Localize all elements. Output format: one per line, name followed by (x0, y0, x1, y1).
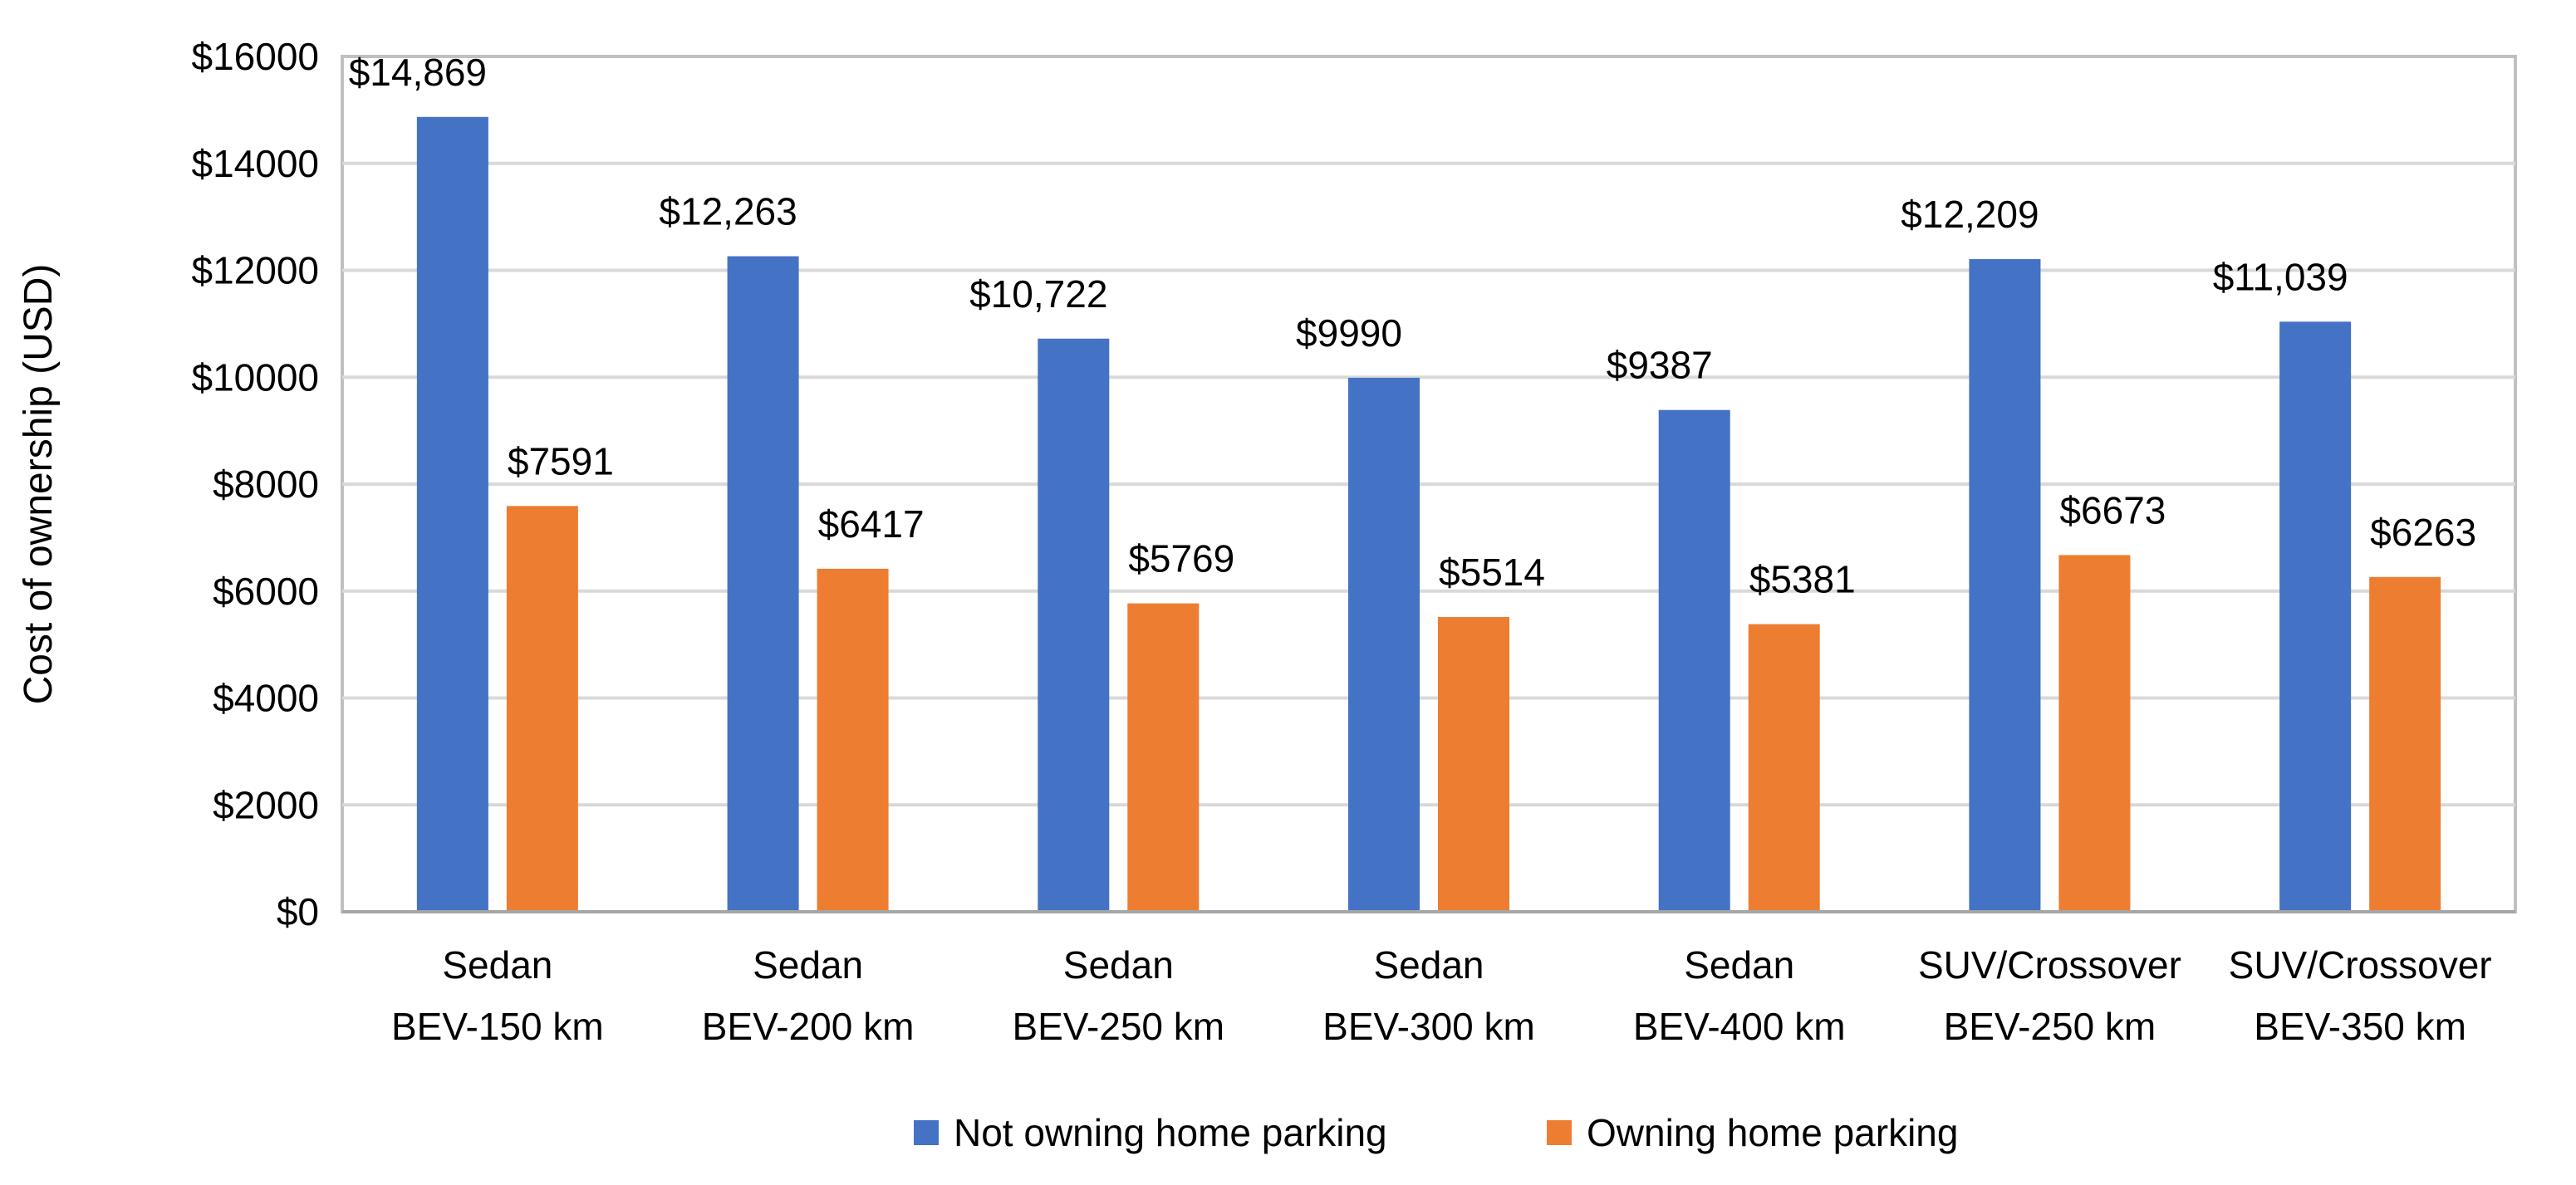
bar-not-owning-home-parking (1038, 338, 1110, 912)
data-label: $9387 (1607, 344, 1713, 387)
data-label: $6417 (818, 502, 925, 546)
x-tick-label: Sedan (753, 943, 863, 987)
data-label: $7591 (508, 439, 614, 482)
data-label: $12,209 (1901, 193, 2039, 236)
bar-not-owning-home-parking (1969, 259, 2041, 912)
bar-not-owning-home-parking (727, 256, 799, 913)
y-tick-label: $14000 (192, 142, 320, 185)
data-label: $6673 (2059, 488, 2166, 531)
y-tick-label: $12000 (192, 249, 320, 292)
x-tick-label: BEV-400 km (1633, 1005, 1846, 1048)
bar-owning-home-parking (817, 568, 889, 912)
y-tick-label: $0 (277, 890, 319, 933)
data-label: $14,869 (349, 51, 487, 94)
x-tick-label: BEV-250 km (1012, 1005, 1224, 1048)
x-tick-label: Sedan (442, 943, 552, 987)
bar-not-owning-home-parking (2279, 321, 2352, 912)
x-tick-label: BEV-250 km (1944, 1005, 2156, 1048)
bar-not-owning-home-parking (416, 116, 488, 913)
y-tick-label: $6000 (213, 570, 319, 613)
bar-not-owning-home-parking (1658, 409, 1730, 912)
y-tick-label: $8000 (213, 463, 319, 506)
data-label: $12,263 (659, 190, 797, 233)
legend-label: Owning home parking (1587, 1111, 1958, 1154)
bar-owning-home-parking (506, 506, 578, 912)
x-tick-label: SUV/Crossover (1918, 943, 2181, 987)
y-tick-label: $16000 (192, 35, 320, 78)
x-tick-label: BEV-150 km (391, 1005, 604, 1048)
bar-owning-home-parking (2058, 555, 2131, 912)
x-tick-label: Sedan (1684, 943, 1794, 987)
legend-label: Not owning home parking (954, 1111, 1387, 1154)
gridlines (342, 161, 2515, 807)
legend: Not owning home parking Owning home parki… (914, 1111, 1958, 1154)
legend-swatch (914, 1120, 939, 1145)
bar-owning-home-parking (1127, 603, 1200, 912)
legend-swatch (1547, 1120, 1572, 1145)
bar-owning-home-parking (2369, 576, 2441, 912)
x-tick-label: Sedan (1373, 943, 1484, 987)
data-label: $6263 (2370, 511, 2476, 554)
x-tick-label: BEV-300 km (1322, 1005, 1535, 1048)
data-label: $10,722 (969, 272, 1107, 316)
x-tick-label: Sedan (1063, 943, 1174, 987)
y-tick-label: $10000 (192, 355, 320, 399)
bar-owning-home-parking (1748, 624, 1820, 912)
axes: $0 $2000 $4000 $6000 $8000 $10000 $12000 $14000… (192, 35, 2515, 1048)
y-axis-title: Cost of ownership (USD) (17, 264, 61, 705)
bar-owning-home-parking (1438, 617, 1509, 912)
bars (416, 116, 2441, 913)
y-tick-label: $2000 (213, 783, 319, 826)
x-tick-label: BEV-200 km (702, 1005, 915, 1048)
x-tick-label: BEV-350 km (2254, 1005, 2466, 1048)
data-label: $9990 (1296, 311, 1402, 355)
data-label: $5769 (1128, 537, 1234, 580)
data-label: $5381 (1749, 558, 1856, 601)
data-labels: $14,869 $12,263 $10,722 $9990 $9387 $12,209 $1… (349, 51, 2476, 601)
x-tick-label: SUV/Crossover (2229, 943, 2492, 987)
data-label: $11,039 (2213, 255, 2348, 298)
bar-not-owning-home-parking (1348, 377, 1420, 912)
data-label: $5514 (1439, 551, 1545, 594)
y-tick-label: $4000 (213, 677, 319, 720)
